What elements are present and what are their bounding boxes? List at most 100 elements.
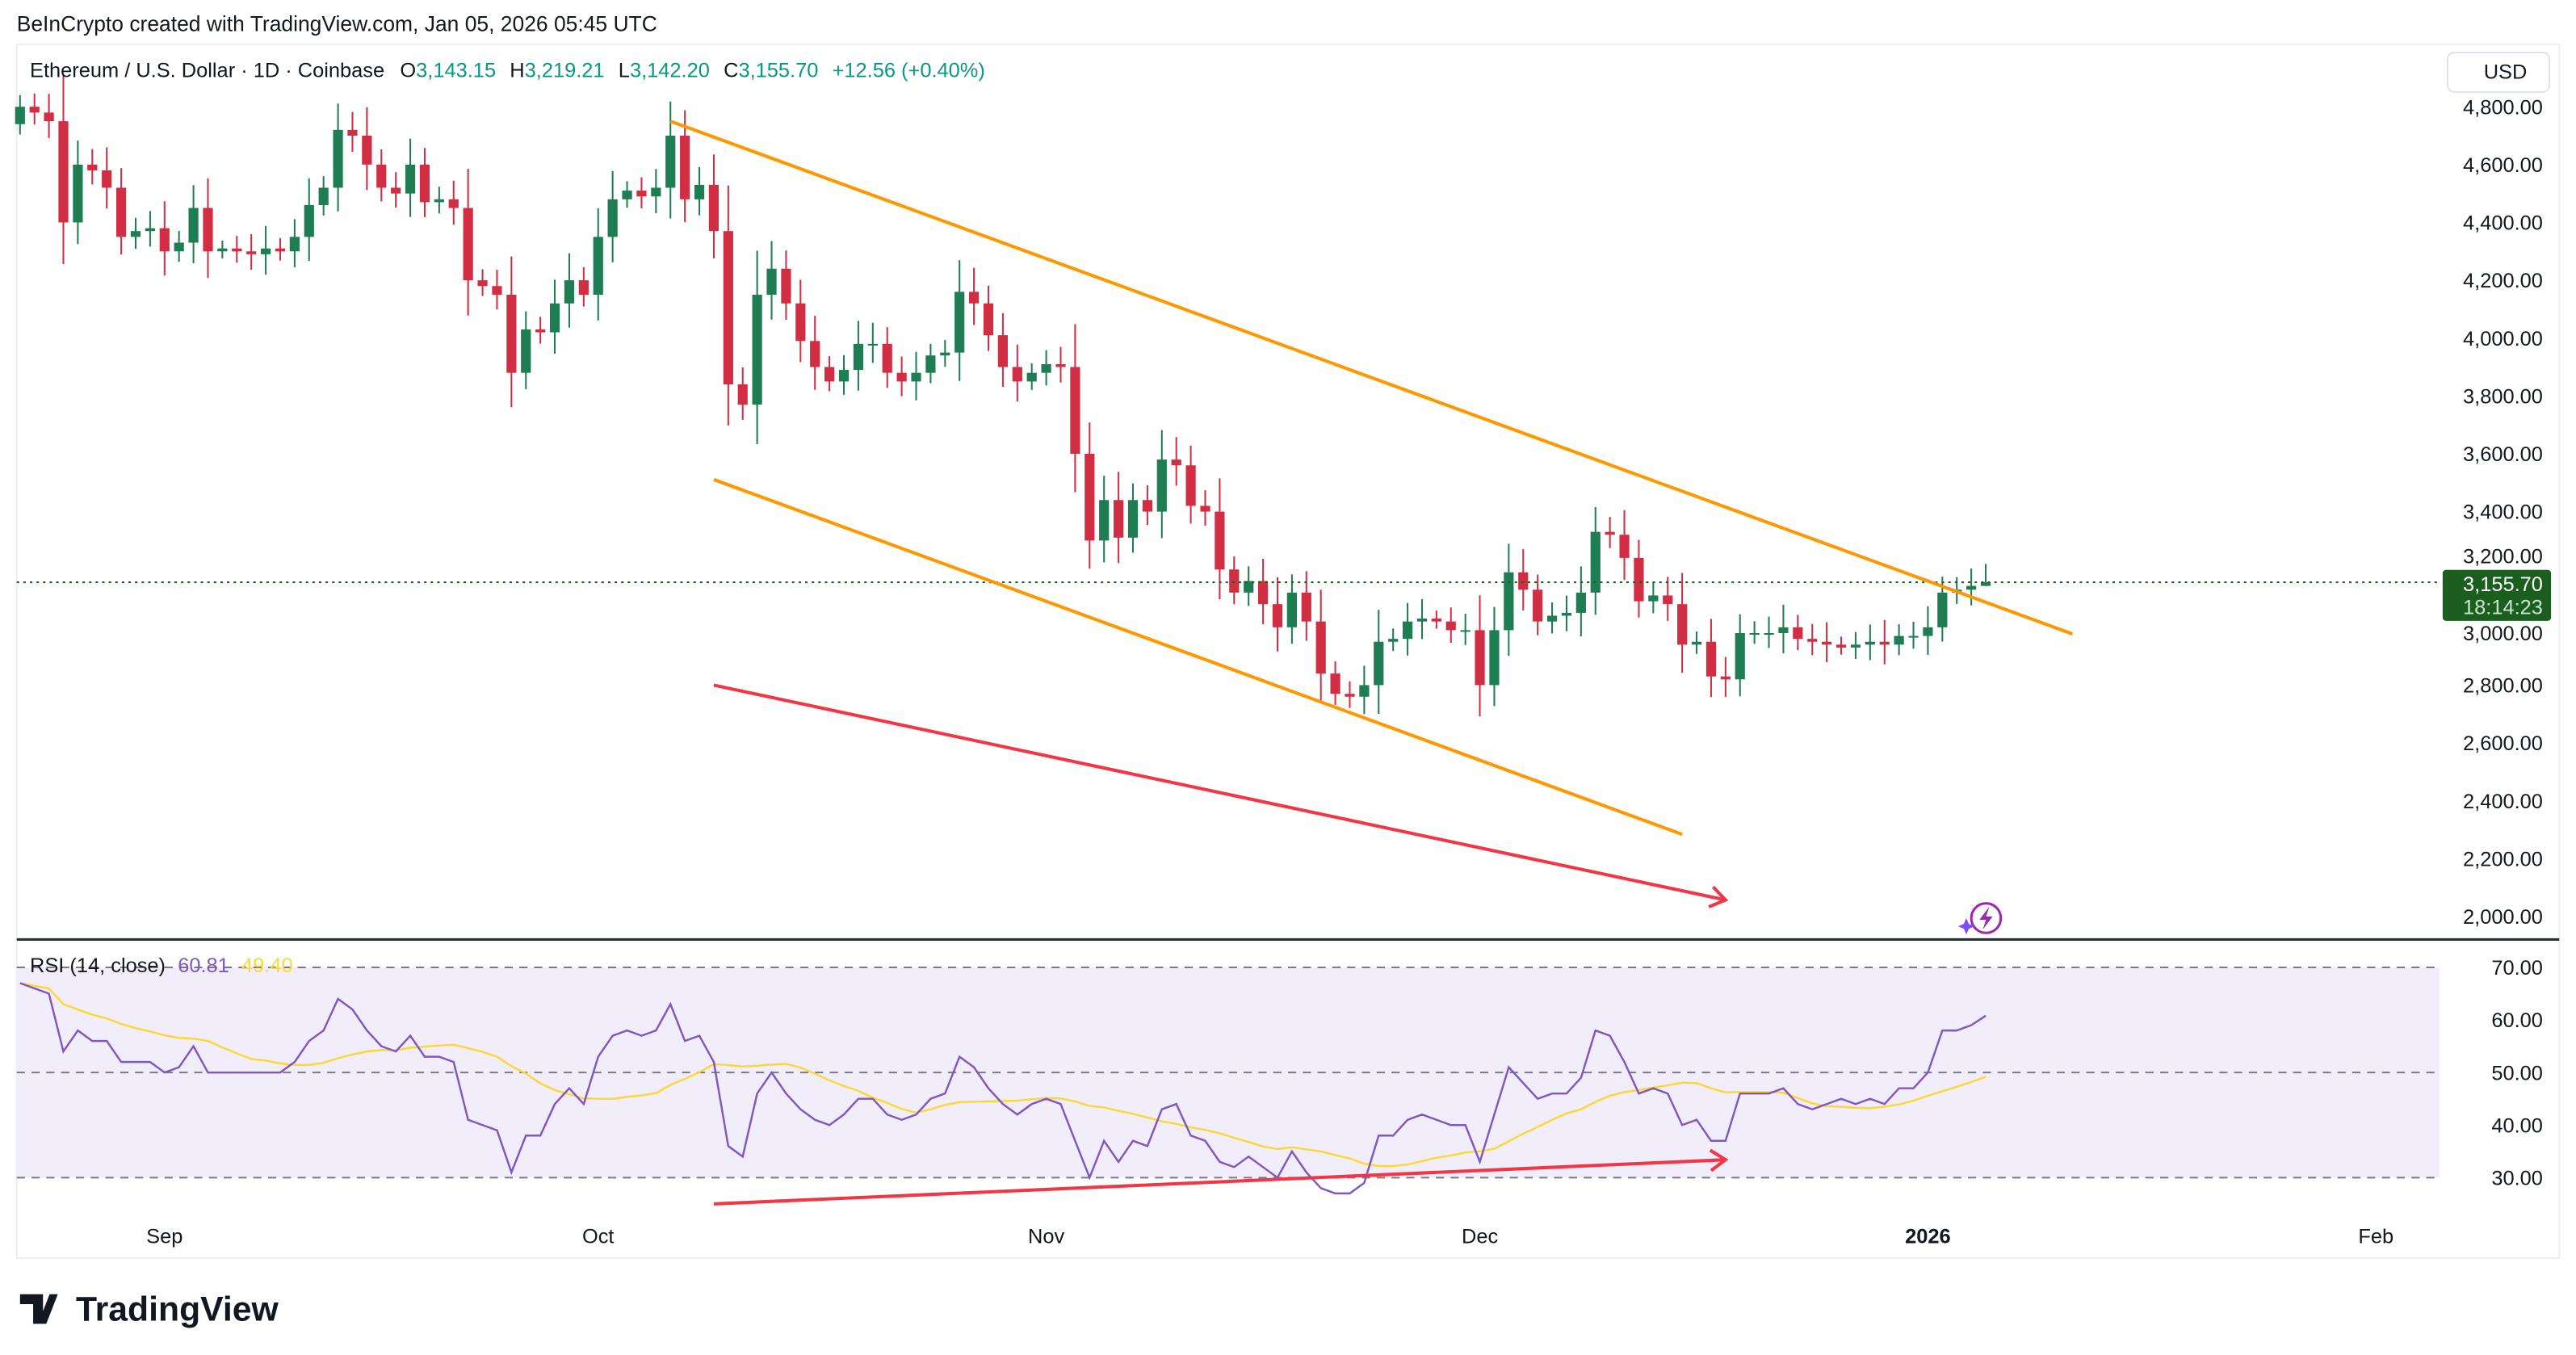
candle-body <box>549 303 560 333</box>
price-tick-label: 3,200.00 <box>2463 546 2543 568</box>
candle <box>997 313 1009 388</box>
price-pane[interactable] <box>15 74 2440 908</box>
candle-body <box>463 208 473 281</box>
candle-body <box>1416 619 1428 622</box>
tradingview-logo: TradingView <box>19 1290 279 1328</box>
rsi-ma-line <box>19 982 1987 1168</box>
candle <box>521 311 531 389</box>
price-tick-label: 3,600.00 <box>2463 443 2543 466</box>
candle <box>102 147 112 209</box>
candle-body <box>1012 367 1022 382</box>
candle-body <box>1677 604 1688 645</box>
candle <box>593 208 603 321</box>
price-axis[interactable]: 2,000.00 2,200.00 2,400.00 2,600.00 2,800.00… <box>2463 96 2543 929</box>
candle <box>882 327 892 388</box>
candle-body <box>708 184 720 232</box>
candle <box>1041 350 1051 386</box>
candle <box>1605 517 1615 548</box>
candle-body <box>1836 644 1847 648</box>
rsi-trend-arrow <box>713 1158 1726 1206</box>
candle-body <box>1966 585 1977 590</box>
currency-label: USD <box>2484 61 2528 84</box>
candle <box>130 217 141 250</box>
candle <box>1619 510 1630 581</box>
candle <box>1865 624 1875 661</box>
open-value: 3,143.15 <box>416 60 496 82</box>
candle <box>419 148 430 217</box>
candle-body <box>1619 535 1630 558</box>
rsi-line <box>19 982 1987 1195</box>
candle-body <box>1330 673 1340 694</box>
candle <box>362 107 372 191</box>
candle-body <box>333 129 343 188</box>
candle-body <box>1244 581 1254 593</box>
candle <box>1575 566 1586 637</box>
candle-body <box>1070 367 1080 454</box>
candle <box>1663 577 1673 621</box>
candle <box>1966 568 1977 606</box>
candle-body <box>723 231 733 384</box>
candle-body <box>810 341 820 367</box>
candle <box>1749 621 1760 644</box>
price-tick-label: 4,000.00 <box>2463 328 2543 350</box>
candle-body <box>997 335 1009 367</box>
candle-body <box>1561 612 1572 616</box>
price-tick-label: 2,800.00 <box>2463 675 2543 698</box>
candle-body <box>853 343 864 371</box>
candle <box>1705 619 1717 698</box>
high-value: 3,219.21 <box>525 60 605 82</box>
candle <box>708 154 720 259</box>
candle-body <box>405 164 416 194</box>
candle <box>1634 539 1644 618</box>
candle <box>376 149 387 202</box>
candle <box>463 169 473 316</box>
candle <box>1504 543 1514 657</box>
candle <box>1850 631 1861 659</box>
credit-text: BeInCrypto created with TradingView.com,… <box>17 12 657 36</box>
candle <box>1388 628 1399 652</box>
trend-arrow <box>713 683 1726 902</box>
candle <box>694 166 705 216</box>
candle <box>824 356 835 392</box>
candle-body <box>1908 636 1919 638</box>
candle <box>896 356 907 396</box>
time-axis[interactable]: Sep Oct Nov Dec 2026 Feb <box>146 1226 2393 1248</box>
candle <box>795 279 806 363</box>
candle-body <box>1720 676 1731 680</box>
candle-body <box>1374 641 1384 686</box>
candle <box>304 178 314 262</box>
candle-body <box>492 286 502 295</box>
candle <box>477 269 488 296</box>
price-tick-label: 3,400.00 <box>2463 501 2543 524</box>
price-tick-label: 2,400.00 <box>2463 791 2543 813</box>
candle-body <box>969 292 980 304</box>
last-price-label: 3,155.70 18:14:23 <box>2442 569 2552 621</box>
candle-body <box>1171 459 1181 466</box>
candle-body <box>1793 627 1803 640</box>
candle-body <box>246 251 257 254</box>
rsi-pane[interactable] <box>16 966 2440 1206</box>
currency-button[interactable] <box>2446 52 2551 93</box>
lightning-icon[interactable] <box>1957 902 2003 935</box>
candle <box>969 267 980 325</box>
candle <box>1026 363 1037 390</box>
rsi-legend-label: RSI (14, close) <box>30 954 166 977</box>
rsi-axis[interactable]: 30.00 40.00 50.00 60.00 70.00 <box>2491 957 2543 1189</box>
candle-body <box>188 208 199 243</box>
candle <box>506 256 517 408</box>
svg-text:Ethereum / U.S. Dollar · 1D ·: Ethereum / U.S. Dollar · 1D · Coinbase O… <box>30 60 985 82</box>
candle <box>665 101 676 219</box>
candle-body <box>1546 615 1558 622</box>
candle <box>29 93 40 125</box>
candle <box>636 177 647 209</box>
candle-body <box>174 242 184 252</box>
candle-body <box>1504 572 1514 631</box>
candle <box>1215 478 1225 600</box>
candle-body <box>1099 500 1110 541</box>
candle-body <box>694 184 705 199</box>
candle-body <box>1431 619 1441 622</box>
candle <box>1778 604 1789 654</box>
candle <box>1807 623 1818 656</box>
price-tick-label: 2,000.00 <box>2463 906 2543 929</box>
